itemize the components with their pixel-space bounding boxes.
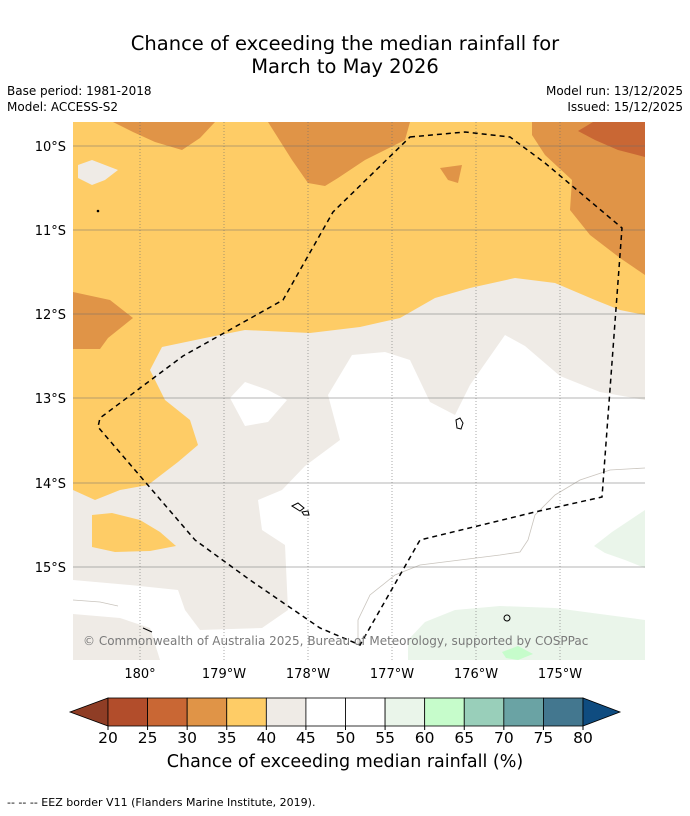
lat-label: 11°S — [35, 224, 66, 239]
islands — [96, 209, 511, 633]
lon-label: 178°W — [286, 667, 330, 682]
copyright-text: © Commonwealth of Australia 2025, Bureau… — [83, 634, 588, 648]
lat-label: 10°S — [35, 140, 66, 155]
map-title-line1: Chance of exceeding the median rainfall … — [130, 32, 560, 55]
colorbar-tick-label: 25 — [138, 729, 158, 747]
colorbar-tick-label: 20 — [98, 729, 118, 747]
colorbar-extend-low — [68, 697, 109, 727]
base-period: Base period: 1981-2018 — [7, 84, 152, 98]
island-alofi — [301, 510, 310, 516]
eez-footnote: -- -- -- EEZ border V11 (Flanders Marine… — [7, 796, 316, 809]
issued-date: Issued: 15/12/2025 — [567, 100, 683, 114]
colorbar-tick-label: 40 — [256, 729, 276, 747]
longitude-labels: 180° 179°W 178°W 177°W 176°W 175°W — [124, 667, 582, 682]
colorbar-swatch — [147, 697, 188, 727]
colorbar-swatch — [503, 697, 544, 727]
colorbar-tick-label: 35 — [217, 729, 237, 747]
colorbar-tick-label: 50 — [336, 729, 356, 747]
colorbar-tick-label: 45 — [296, 729, 316, 747]
region-30-35-west — [73, 292, 133, 349]
map-area: © Commonwealth of Australia 2025, Bureau… — [73, 122, 645, 660]
lat-label: 15°S — [35, 561, 66, 576]
colorbar-swatch — [226, 697, 267, 727]
region-25-30-ne — [578, 122, 645, 157]
colorbar-label: Chance of exceeding median rainfall (%) — [166, 752, 524, 772]
colorbar-swatch — [107, 697, 148, 727]
region-40-45-lower — [73, 614, 160, 660]
gridlines — [73, 122, 645, 660]
lon-label: 180° — [124, 667, 155, 682]
islet-nw — [96, 209, 100, 213]
colorbar-tick-label: 70 — [494, 729, 514, 747]
region-60-65 — [502, 646, 533, 660]
lon-label: 179°W — [202, 667, 246, 682]
region-35-40-blob — [92, 513, 176, 552]
colorbar-swatch — [543, 697, 584, 727]
lat-label: 12°S — [35, 308, 66, 323]
islet-sw — [142, 627, 153, 633]
eez-border — [97, 131, 623, 646]
colorbar-swatch — [186, 697, 228, 727]
region-30-35-east — [532, 122, 645, 275]
region-30-35-nw — [113, 122, 215, 150]
region-55-60-east — [594, 510, 645, 568]
colorbar-tick-label: 65 — [454, 729, 474, 747]
colorbar-swatch — [345, 697, 386, 727]
region-30-35-small — [440, 165, 462, 183]
colorbar-extend-high — [582, 697, 622, 727]
island-futuna — [290, 502, 305, 512]
colorbar-tick-label: 55 — [375, 729, 395, 747]
colorbar-tick-label: 60 — [415, 729, 435, 747]
region-55-60-south — [408, 606, 645, 660]
region-35-40 — [73, 122, 645, 500]
colorbar: 20 25 30 35 40 45 50 55 60 65 70 75 80 — [68, 697, 622, 747]
colorbar-tick-label: 80 — [573, 729, 593, 747]
colorbar-swatch — [265, 697, 307, 727]
island-southeast — [503, 614, 511, 622]
colorbar-tick-label: 30 — [177, 729, 197, 747]
colorbar-swatch — [424, 697, 465, 727]
latitude-labels: 10°S 11°S 12°S 13°S 14°S 15°S — [35, 140, 66, 576]
model-run-date: Model run: 13/12/2025 — [545, 84, 683, 98]
colorbar-tick-label: 75 — [534, 729, 554, 747]
contour-line-east — [357, 467, 645, 645]
lat-label: 14°S — [35, 477, 66, 492]
island-wallis — [455, 417, 464, 430]
colorbar-swatch — [384, 697, 426, 727]
model-name: Model: ACCESS-S2 — [7, 100, 119, 114]
map-title-line2: March to May 2026 — [251, 55, 439, 78]
lon-label: 176°W — [454, 667, 498, 682]
lon-label: 177°W — [370, 667, 414, 682]
region-30-35-north — [268, 122, 410, 186]
colorbar-swatch — [305, 697, 346, 727]
lat-label: 13°S — [35, 392, 66, 407]
region-40-45-islet — [78, 160, 118, 185]
colorbar-swatch — [463, 697, 505, 727]
contour-line-sw — [73, 599, 119, 607]
lon-label: 175°W — [538, 667, 582, 682]
region-white-hole — [230, 382, 287, 426]
